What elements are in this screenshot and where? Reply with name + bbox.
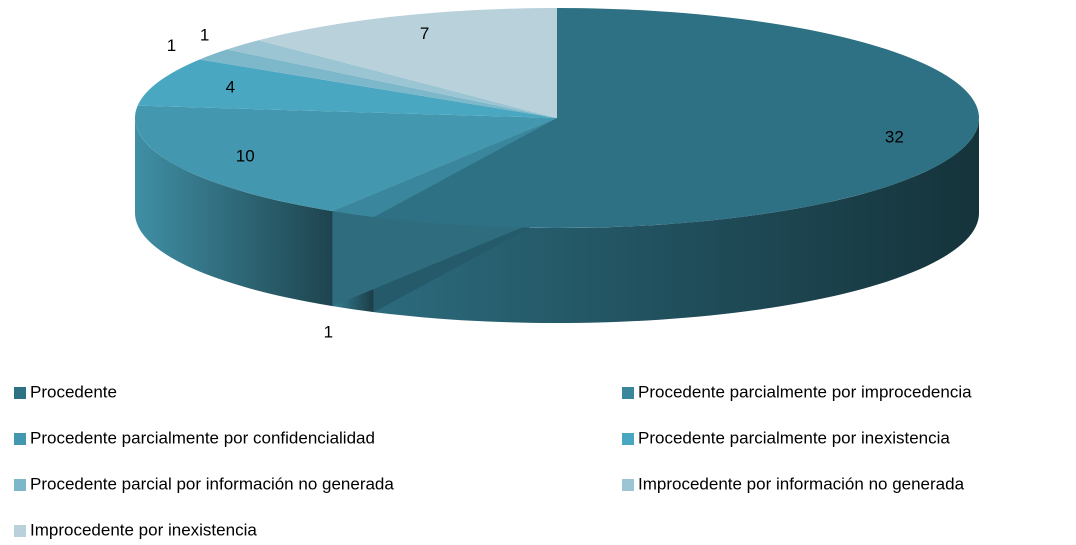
data-label: 32 bbox=[885, 128, 904, 147]
legend-label: Procedente parcial por información no ge… bbox=[30, 474, 394, 493]
legend-label: Procedente parcialmente por improcedenci… bbox=[638, 382, 972, 401]
pie-slice bbox=[227, 40, 557, 118]
legend-swatch bbox=[622, 387, 634, 399]
data-label: 1 bbox=[200, 25, 209, 44]
pie-slice bbox=[134, 105, 557, 212]
pie-slice bbox=[373, 8, 980, 229]
legend-label: Procedente bbox=[30, 382, 117, 401]
pie-slice bbox=[332, 118, 557, 218]
data-label: 10 bbox=[236, 147, 255, 166]
legend-swatch bbox=[14, 525, 26, 537]
legend-swatch bbox=[14, 479, 26, 491]
pie-slice bbox=[137, 59, 557, 118]
legend-swatch bbox=[14, 387, 26, 399]
legend-label: Improcedente por información no generada bbox=[638, 474, 965, 493]
legend-swatch bbox=[622, 433, 634, 445]
legend-swatch bbox=[14, 433, 26, 445]
legend-label: Procedente parcialmente por confidencial… bbox=[30, 428, 375, 447]
pie-side bbox=[373, 118, 979, 323]
legend-swatch bbox=[622, 479, 634, 491]
pie-slice bbox=[258, 8, 557, 118]
data-label: 4 bbox=[226, 78, 235, 97]
pie-slice bbox=[199, 49, 558, 118]
legend-label: Procedente parcialmente por inexistencia bbox=[638, 428, 950, 447]
legend-label: Improcedente por inexistencia bbox=[30, 520, 257, 539]
pie-side bbox=[135, 118, 333, 307]
data-label: 1 bbox=[324, 322, 333, 341]
data-label: 1 bbox=[167, 36, 176, 55]
data-label: 7 bbox=[420, 24, 429, 43]
